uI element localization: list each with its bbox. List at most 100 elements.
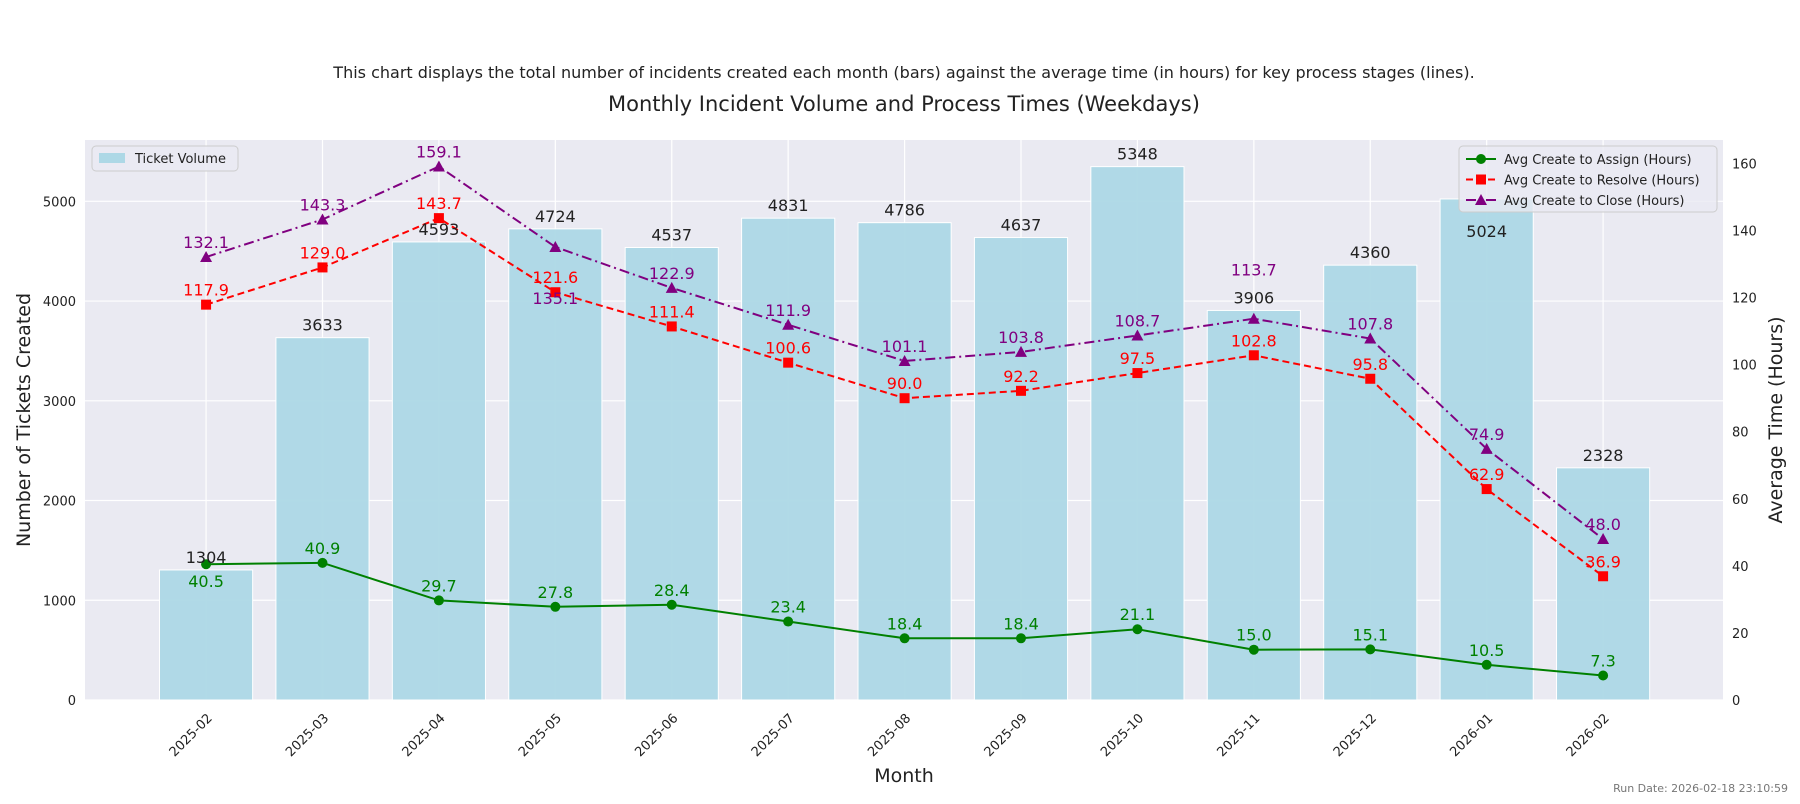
series-value-label: 62.9 (1469, 465, 1505, 484)
series-value-label: 122.9 (649, 264, 695, 283)
bar-value-label: 4831 (768, 196, 809, 215)
series-value-label: 113.7 (1231, 261, 1277, 280)
series-value-label: 7.3 (1590, 652, 1615, 671)
series-point (666, 321, 677, 332)
y2-tick-label: 160 (1732, 157, 1757, 172)
series-point (783, 357, 794, 368)
bar-value-label: 4637 (1001, 216, 1042, 235)
series-value-label: 95.8 (1352, 355, 1388, 374)
y2-tick-label: 100 (1732, 359, 1757, 374)
series-value-label: 15.1 (1352, 625, 1388, 644)
bar-value-label: 5348 (1117, 145, 1158, 164)
series-point (899, 393, 910, 404)
series-value-label: 102.8 (1231, 331, 1277, 350)
legend-swatch (99, 153, 125, 163)
series-value-label: 108.7 (1115, 311, 1161, 330)
bar-2025-11 (1206, 309, 1301, 701)
legend-label: Avg Create to Assign (Hours) (1504, 153, 1692, 168)
x-tick-label: 2025-03 (283, 711, 332, 760)
series-value-label: 132.1 (183, 233, 229, 252)
y2-tick-label: 20 (1732, 627, 1749, 642)
series-value-label: 90.0 (887, 374, 923, 393)
bar-2025-10 (1090, 166, 1185, 701)
y-tick-label: 0 (68, 694, 76, 709)
bar-value-label: 4786 (884, 201, 925, 220)
bar-value-label: 2328 (1583, 446, 1624, 465)
series-point (201, 559, 212, 570)
series-point (201, 299, 212, 310)
series-point (549, 240, 562, 252)
series-point (433, 213, 444, 224)
series-value-label: 101.1 (882, 337, 928, 356)
bar-value-label: 4593 (419, 220, 460, 239)
legend-marker (1475, 194, 1487, 205)
y2-tick-label: 140 (1732, 225, 1757, 240)
series-point (898, 354, 911, 366)
series-point (782, 318, 795, 330)
chart-subtitle: This chart displays the total number of … (332, 63, 1474, 82)
lines-legend: Avg Create to Assign (Hours) Avg Create t… (1458, 145, 1718, 213)
series-point (1364, 332, 1377, 344)
x-tick-label: 2025-09 (982, 711, 1031, 760)
run-date: Run Date: 2026-02-18 23:10:59 (1613, 782, 1788, 795)
bar-2025-09 (973, 237, 1069, 701)
series-value-label: 27.8 (538, 583, 574, 602)
y2-tick-label: 120 (1732, 292, 1757, 307)
series-value-label: 23.4 (770, 598, 806, 617)
series-value-label: 111.9 (765, 301, 811, 320)
y2-tick-label: 80 (1732, 426, 1749, 441)
x-tick-label: 2025-07 (749, 711, 798, 760)
y2-tick-label: 60 (1732, 493, 1749, 508)
series-value-label: 40.5 (188, 572, 224, 591)
series-point (550, 287, 561, 298)
x-tick-label: 2025-12 (1331, 711, 1380, 760)
series-point (666, 599, 677, 610)
series-point (665, 281, 678, 293)
series-value-label: 15.0 (1236, 626, 1272, 645)
y2-tick-label: 0 (1732, 694, 1740, 709)
series-point (200, 251, 213, 263)
bar-value-label: 4537 (651, 226, 692, 245)
series-point (1248, 644, 1259, 655)
bar-2025-05 (508, 228, 603, 701)
bar-value-label: 4724 (535, 207, 576, 226)
series-value-label: 97.5 (1120, 349, 1156, 368)
series-value-label: 143.3 (300, 195, 346, 214)
legend-marker (1476, 154, 1486, 164)
x-tick-label: 2026-01 (1447, 711, 1496, 760)
series-value-label: 143.7 (416, 194, 462, 213)
bar-legend: Ticket Volume (91, 145, 239, 172)
series-point (1248, 350, 1259, 361)
bar-2026-02 (1556, 467, 1651, 701)
y-tick-label: 3000 (43, 395, 76, 410)
y-tick-label: 4000 (43, 295, 76, 310)
x-tick-label: 2025-11 (1214, 711, 1263, 760)
bar-value-label: 3906 (1233, 288, 1274, 307)
series-value-label: 36.9 (1585, 552, 1621, 571)
series-value-label: 10.5 (1469, 641, 1505, 660)
series-point (1481, 484, 1492, 495)
legend-label: Avg Create to Close (Hours) (1504, 194, 1685, 209)
series-value-label: 28.4 (654, 581, 690, 600)
bar-2025-02 (159, 569, 254, 701)
series-point (1132, 368, 1143, 379)
x-tick-label: 2025-08 (865, 711, 914, 760)
bar-2025-08 (857, 222, 952, 701)
series-value-label: 135.1 (532, 289, 578, 308)
series-value-label: 129.0 (300, 243, 346, 262)
x-tick-label: 2025-10 (1098, 711, 1147, 760)
legend-label: Avg Create to Resolve (Hours) (1504, 174, 1700, 189)
y-tick-label: 1000 (43, 594, 76, 609)
series-value-label: 107.8 (1347, 315, 1393, 334)
series-value-label: 103.8 (998, 328, 1044, 347)
series-point (1598, 571, 1609, 582)
bar-2025-04 (391, 241, 486, 701)
bar-value-label: 5024 (1466, 222, 1507, 241)
series-point (433, 595, 444, 606)
x-tick-label: 2026-02 (1564, 711, 1613, 760)
chart-title: Monthly Incident Volume and Process Time… (608, 92, 1200, 116)
series-point (1015, 345, 1027, 357)
series-value-label: 100.6 (765, 339, 811, 358)
bar-2025-07 (741, 217, 836, 701)
